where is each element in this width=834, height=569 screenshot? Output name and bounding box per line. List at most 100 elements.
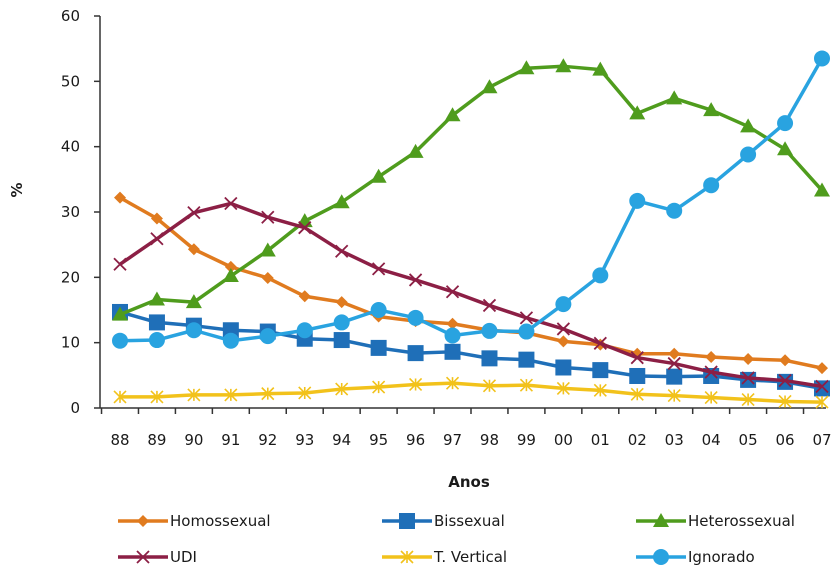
data-point — [187, 206, 201, 220]
legend-marker — [136, 550, 150, 564]
x-tick-label: 88 — [110, 431, 129, 449]
data-point — [777, 141, 794, 156]
data-point — [518, 351, 535, 368]
data-point — [740, 146, 757, 163]
data-point — [222, 268, 239, 283]
data-point — [555, 58, 572, 73]
legend-label: Ignorado — [688, 548, 755, 566]
data-point — [481, 79, 498, 94]
data-point — [666, 202, 683, 219]
series-line — [119, 64, 824, 317]
data-point — [593, 383, 607, 397]
x-tick-label: 91 — [221, 431, 240, 449]
x-tick-label: 06 — [776, 431, 795, 449]
data-point — [259, 242, 276, 257]
series-line — [119, 201, 823, 389]
legend-label: Homossexual — [170, 512, 271, 530]
data-point — [372, 380, 386, 394]
data-point — [703, 177, 720, 194]
data-point — [224, 388, 238, 402]
data-point — [371, 262, 386, 276]
data-point — [814, 50, 830, 67]
x-tick-label: 94 — [332, 431, 351, 449]
data-point — [815, 379, 829, 394]
data-point — [519, 311, 534, 325]
data-point — [778, 394, 792, 409]
series-line — [119, 196, 823, 370]
y-axis-title: % — [8, 182, 26, 197]
data-point — [741, 371, 755, 385]
data-point — [333, 314, 350, 331]
data-point — [555, 359, 572, 376]
x-tick-label: 97 — [443, 431, 462, 449]
data-point — [259, 328, 276, 345]
legend-item: Homossexual — [118, 512, 271, 530]
data-point — [444, 107, 461, 122]
data-point — [112, 306, 128, 321]
data-point — [629, 105, 646, 120]
data-point — [150, 212, 163, 225]
data-point — [150, 390, 164, 404]
data-point — [592, 61, 609, 76]
data-point — [113, 390, 127, 404]
data-point — [185, 322, 202, 339]
data-point — [187, 388, 201, 402]
legend-label: UDI — [170, 548, 197, 566]
legend-label: Heterossexual — [688, 512, 795, 530]
data-point — [704, 365, 718, 379]
x-axis-title: Anos — [448, 473, 490, 491]
data-point — [814, 182, 830, 197]
legend-item: T. Vertical — [382, 548, 507, 566]
data-point — [519, 378, 533, 392]
y-tick-label: 0 — [70, 399, 80, 417]
data-point — [261, 387, 275, 401]
data-point — [446, 317, 459, 330]
legend-item: Bissexual — [382, 512, 505, 530]
x-tick-label: 04 — [702, 431, 721, 449]
data-point — [666, 368, 683, 385]
data-point — [187, 243, 200, 256]
data-point — [666, 90, 683, 105]
x-tick-label: 00 — [554, 431, 573, 449]
series-bissexual — [112, 303, 830, 397]
legend-item: Ignorado — [636, 548, 755, 566]
x-tick-label: 01 — [591, 431, 610, 449]
legend-label: T. Vertical — [433, 548, 507, 566]
data-point — [445, 376, 460, 390]
data-point — [370, 339, 387, 356]
data-point — [629, 367, 646, 384]
data-point — [150, 232, 164, 246]
data-point — [778, 373, 792, 388]
legend-marker — [653, 549, 669, 565]
data-point — [335, 244, 349, 258]
x-tick-label: 93 — [295, 431, 314, 449]
x-tick-label: 03 — [665, 431, 684, 449]
data-point — [557, 335, 570, 348]
x-tick-label: 96 — [406, 431, 425, 449]
x-tick-label: 95 — [369, 431, 388, 449]
series-udi — [113, 196, 829, 394]
data-point — [298, 290, 311, 303]
y-tick-label: 60 — [61, 7, 80, 25]
y-tick-label: 30 — [61, 203, 80, 221]
y-tick-label: 20 — [61, 268, 80, 286]
data-point — [630, 387, 644, 401]
data-point — [333, 332, 350, 349]
legend-label: Bissexual — [434, 512, 505, 530]
data-point — [704, 390, 718, 405]
series-line — [120, 381, 823, 404]
x-tick-label: 92 — [258, 431, 277, 449]
data-point — [629, 192, 646, 209]
data-point — [556, 322, 571, 336]
data-point — [335, 296, 348, 309]
data-point — [224, 260, 237, 273]
data-point — [703, 102, 720, 117]
legend-item: Heterossexual — [636, 512, 795, 530]
data-point — [261, 210, 275, 224]
data-point — [630, 351, 644, 365]
data-point — [333, 194, 350, 209]
data-point — [335, 382, 349, 396]
y-axis-ticks: 0 10 20 30 40 50 60 — [61, 7, 100, 417]
data-point — [185, 294, 202, 309]
